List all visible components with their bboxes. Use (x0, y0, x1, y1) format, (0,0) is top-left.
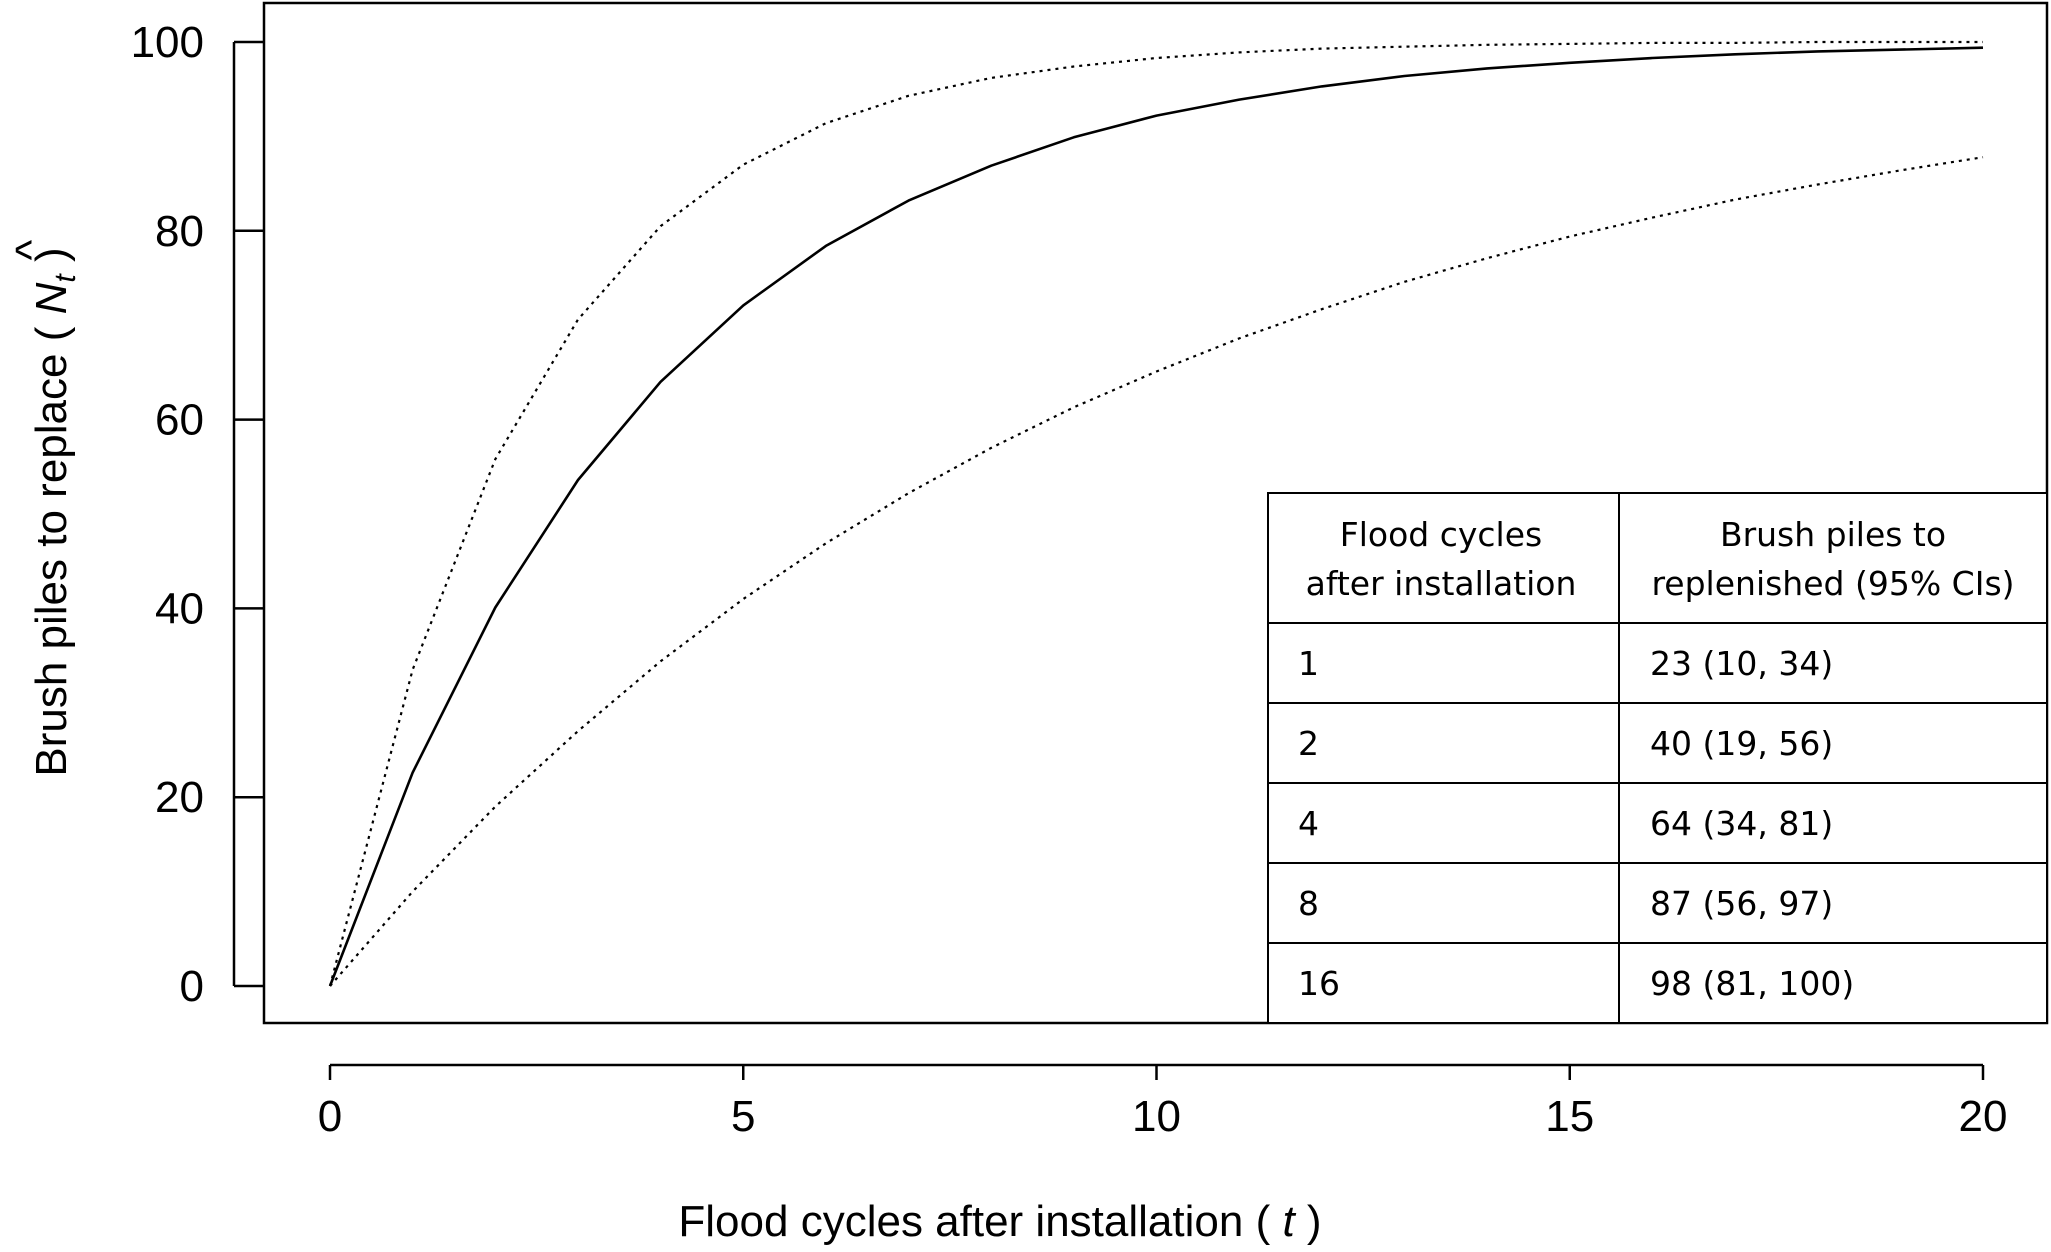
y-axis-label-paren-close: ) (27, 247, 76, 274)
table-header-col1-line2: after installation (1306, 564, 1577, 603)
table-background (1267, 492, 2048, 1024)
y-axis-label: Brush piles to replace ( Nt ) (27, 247, 82, 776)
table-cell: 87 (56, 97) (1650, 884, 1833, 923)
y-tick-label: 20 (155, 773, 204, 822)
series-estimate-line (328, 46, 1984, 987)
table-cell: 16 (1298, 964, 1340, 1003)
y-tick-label: 100 (131, 18, 204, 67)
table-cell: 40 (19, 56) (1650, 724, 1833, 763)
inset-table: Flood cycles after installation Brush pi… (1267, 492, 2048, 1024)
table-cell: 1 (1298, 644, 1319, 683)
x-tick-label: 20 (1959, 1092, 2008, 1141)
x-axis-label: Flood cycles after installation ( t ) (678, 1197, 1321, 1246)
x-axis-label-paren-open: ( (1243, 1197, 1282, 1246)
x-axis-label-variable: t (1282, 1197, 1296, 1246)
x-tick-label: 10 (1132, 1092, 1181, 1141)
table-cell: 8 (1298, 884, 1319, 923)
x-tick-label: 0 (318, 1092, 342, 1141)
table-header-col1-line1: Flood cycles (1340, 515, 1542, 554)
y-axis-label-text: Brush piles to replace (27, 354, 76, 777)
y-axis-label-hat: ^ (7, 239, 56, 260)
table-cell: 64 (34, 81) (1650, 804, 1833, 843)
y-tick-label: 60 (155, 396, 204, 445)
y-axis-label-variable: N (27, 282, 76, 314)
series-ci-line-2 (329, 156, 1984, 987)
y-tick-label: 40 (155, 584, 204, 633)
series-layer (328, 40, 1984, 987)
y-tick-label: 0 (180, 962, 204, 1011)
y-tick-label: 80 (155, 207, 204, 256)
table-cell: 23 (10, 34) (1650, 644, 1833, 683)
x-tick-label: 5 (731, 1092, 755, 1141)
x-axis-label-paren-close: ) (1295, 1197, 1322, 1246)
y-axis-label-paren-open: ( (27, 314, 76, 353)
x-tick-label: 15 (1545, 1092, 1594, 1141)
table-cell: 98 (81, 100) (1650, 964, 1854, 1003)
table-cell: 4 (1298, 804, 1319, 843)
axis-ticks: 0 5 10 15 20 0 20 40 60 80 100 (131, 18, 2008, 1141)
y-axis-label-subscript: t (49, 273, 82, 283)
table-header-col2-line2: replenished (95% CIs) (1651, 564, 2014, 603)
x-axis-label-text: Flood cycles after installation (678, 1197, 1243, 1246)
table-header-col2-line1: Brush piles to (1720, 515, 1946, 554)
table-cell: 2 (1298, 724, 1319, 763)
